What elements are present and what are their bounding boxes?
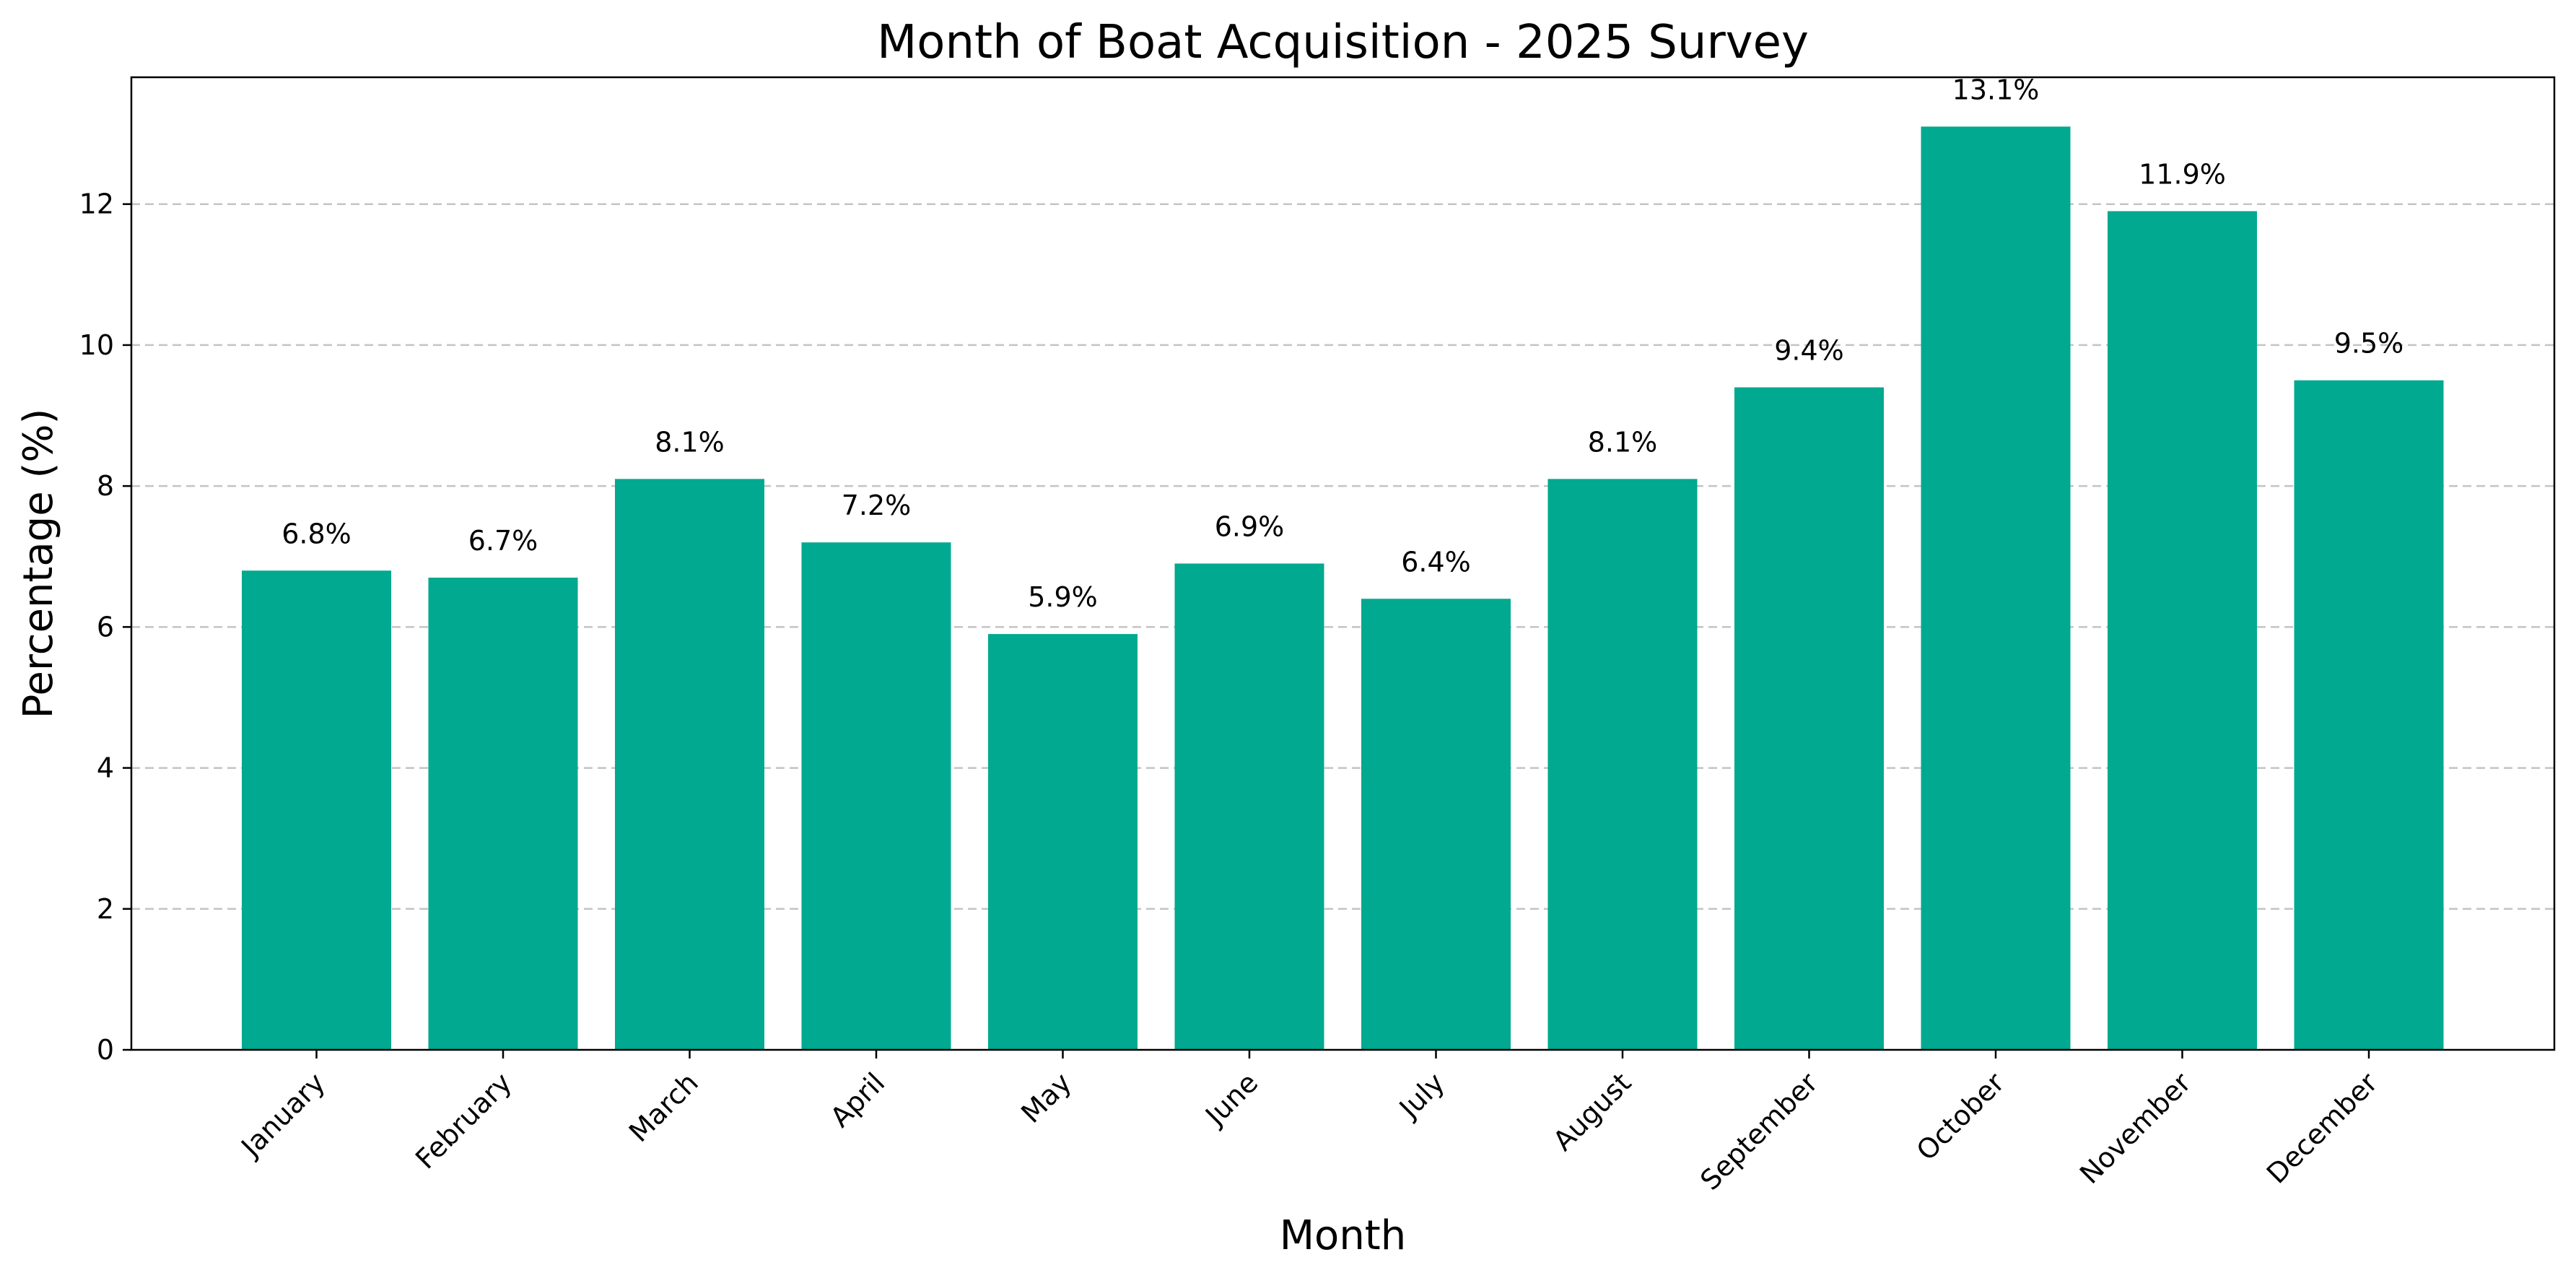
x-tick-label: January — [234, 1066, 331, 1163]
data-label: 9.5% — [2334, 328, 2404, 360]
data-label: 7.2% — [842, 490, 912, 521]
x-tick-label: February — [409, 1066, 518, 1175]
x-tick-label: July — [1392, 1066, 1451, 1125]
bars — [242, 126, 2444, 1051]
data-label: 13.1% — [1952, 74, 2040, 105]
x-tick-label: December — [2261, 1066, 2384, 1190]
x-tick-label: November — [2074, 1066, 2197, 1190]
y-tick-label: 2 — [97, 893, 114, 925]
y-tick-label: 4 — [97, 752, 114, 784]
bar — [1921, 126, 2071, 1051]
bar — [988, 634, 1138, 1050]
data-label: 6.8% — [281, 518, 352, 549]
data-label: 6.4% — [1401, 546, 1471, 578]
x-tick-label: October — [1911, 1066, 2011, 1167]
bar — [1361, 599, 1511, 1050]
plot-frame — [130, 76, 2556, 1051]
y-tick-label: 6 — [97, 611, 114, 643]
bar — [2108, 211, 2257, 1050]
data-labels: 6.8% 6.7% 8.1% 7.2% 5.9% 6.9% 6.4% 8.1% 9.4% 13.1… — [281, 74, 2403, 613]
data-label: 5.9% — [1028, 581, 1098, 613]
x-tick-label: August — [1547, 1066, 1637, 1157]
y-tick-label: 0 — [97, 1034, 114, 1066]
x-tick-label: April — [824, 1066, 891, 1134]
bar — [2294, 380, 2444, 1050]
data-label: 8.1% — [655, 426, 725, 458]
bar — [428, 578, 578, 1050]
y-axis-ticks: 0 2 4 6 8 10 12 — [79, 188, 131, 1066]
y-tick-label: 12 — [79, 188, 114, 220]
chart-title: Month of Boat Acquisition - 2025 Survey — [877, 16, 1809, 69]
data-label: 11.9% — [2139, 158, 2226, 190]
x-tick-label: September — [1694, 1066, 1824, 1196]
bar — [801, 542, 951, 1050]
y-axis-label: Percentage (%) — [15, 409, 62, 719]
x-axis-label: Month — [1280, 1212, 1407, 1259]
data-label: 6.7% — [468, 525, 538, 557]
bar — [1174, 563, 1324, 1050]
bar — [615, 479, 764, 1050]
y-tick-label: 8 — [97, 470, 114, 502]
bar — [1734, 387, 1884, 1050]
bar — [1547, 479, 1698, 1050]
y-tick-label: 10 — [79, 329, 114, 361]
x-axis-ticks: January February March April May June July Augu… — [234, 1050, 2384, 1196]
data-label: 6.9% — [1215, 511, 1285, 543]
bar — [242, 570, 391, 1050]
x-tick-label: March — [623, 1066, 704, 1148]
x-tick-label: June — [1198, 1066, 1264, 1132]
x-tick-label: May — [1015, 1066, 1078, 1129]
data-label: 8.1% — [1588, 426, 1658, 458]
data-label: 9.4% — [1774, 334, 1844, 366]
